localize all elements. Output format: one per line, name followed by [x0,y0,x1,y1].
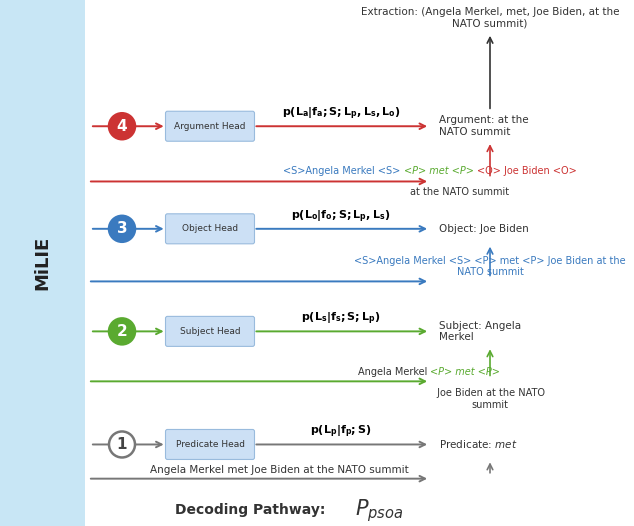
Text: Predicate: $\mathit{met}$: Predicate: $\mathit{met}$ [439,439,517,450]
FancyBboxPatch shape [165,316,254,347]
Text: Object Head: Object Head [182,224,238,234]
Circle shape [109,318,135,345]
Text: $\mathbf{p(L_a|f_a; S; L_p, L_s, L_o)}$: $\mathbf{p(L_a|f_a; S; L_p, L_s, L_o)}$ [282,106,401,122]
FancyBboxPatch shape [165,111,254,141]
Text: Joe Biden at the NATO
summit: Joe Biden at the NATO summit [434,388,545,410]
Text: Angela Merkel: Angela Merkel [358,367,430,377]
FancyBboxPatch shape [165,214,254,244]
Text: <P> met <P>: <P> met <P> [404,166,477,176]
Text: <S>Angela Merkel <S> <P> met <P> Joe Biden at the
NATO summit: <S>Angela Merkel <S> <P> met <P> Joe Bid… [354,256,626,277]
Text: 3: 3 [117,221,127,236]
Text: MiLIE: MiLIE [34,236,51,290]
Text: Predicate Head: Predicate Head [176,440,245,449]
Circle shape [109,216,135,242]
Text: 2: 2 [117,324,127,339]
Text: Subject Head: Subject Head [179,327,240,336]
Text: Extraction: (Angela Merkel, met, Joe Biden, at the
NATO summit): Extraction: (Angela Merkel, met, Joe Bid… [361,7,619,29]
Text: $\mathbf{p(L_p|f_p; S)}$: $\mathbf{p(L_p|f_p; S)}$ [311,424,372,440]
Text: at the NATO summit: at the NATO summit [410,187,510,197]
Text: Subject: Angela
Merkel: Subject: Angela Merkel [439,320,521,342]
Text: Object: Joe Biden: Object: Joe Biden [439,224,529,234]
Text: 4: 4 [117,119,127,134]
Text: $P_{psoa}$: $P_{psoa}$ [355,497,403,523]
Text: $\mathbf{p(L_s|f_s; S; L_p)}$: $\mathbf{p(L_s|f_s; S; L_p)}$ [302,311,381,327]
Text: Decoding Pathway:: Decoding Pathway: [175,503,325,517]
Text: Argument: at the
NATO summit: Argument: at the NATO summit [439,115,529,137]
Text: Argument Head: Argument Head [174,122,246,131]
Text: <P> met <P>: <P> met <P> [430,367,500,377]
Circle shape [109,113,135,139]
FancyBboxPatch shape [165,429,254,460]
Text: <O> Joe Biden <O>: <O> Joe Biden <O> [477,166,577,176]
Text: $\mathbf{p(L_o|f_o; S; L_p, L_s)}$: $\mathbf{p(L_o|f_o; S; L_p, L_s)}$ [292,208,391,225]
Text: Angela Merkel met Joe Biden at the NATO summit: Angela Merkel met Joe Biden at the NATO … [150,464,408,474]
Circle shape [109,431,135,458]
Text: 1: 1 [117,437,127,452]
Bar [0,0,85,526]
Text: <S>Angela Merkel <S>: <S>Angela Merkel <S> [283,166,404,176]
